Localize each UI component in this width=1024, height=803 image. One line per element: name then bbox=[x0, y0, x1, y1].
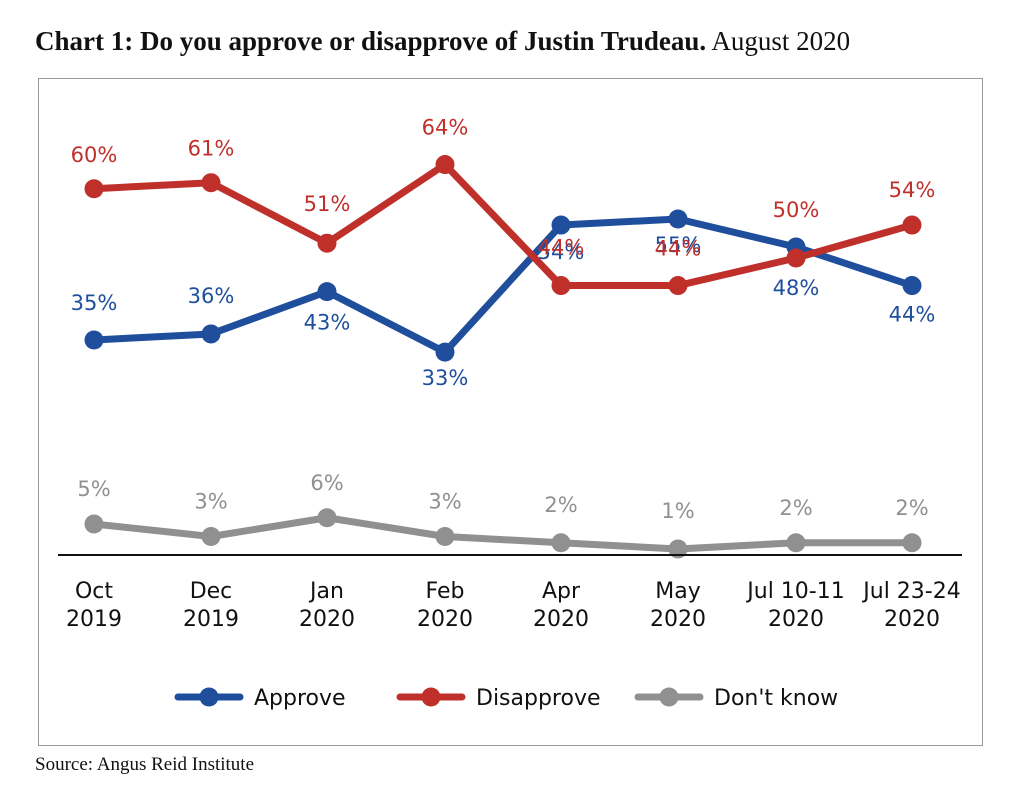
legend-swatch-dot bbox=[199, 687, 219, 707]
data-point bbox=[317, 282, 337, 302]
chart-title: Chart 1: Do you approve or disapprove of… bbox=[35, 26, 850, 57]
data-label: 60% bbox=[71, 143, 118, 167]
data-label: 61% bbox=[188, 137, 235, 161]
data-label: 44% bbox=[655, 237, 702, 261]
legend-label: Disapprove bbox=[476, 686, 601, 711]
data-point bbox=[668, 209, 688, 229]
data-point bbox=[84, 330, 104, 350]
data-label: 54% bbox=[889, 178, 936, 202]
data-point bbox=[317, 508, 337, 528]
data-point bbox=[786, 248, 806, 268]
data-point bbox=[551, 533, 571, 553]
legend-label: Approve bbox=[254, 686, 346, 711]
data-point bbox=[668, 539, 688, 559]
x-tick-label-year: 2020 bbox=[768, 607, 824, 632]
series-line-1 bbox=[90, 161, 916, 290]
data-point bbox=[317, 233, 337, 253]
x-tick-label-year: 2020 bbox=[299, 607, 355, 632]
data-label: 35% bbox=[71, 291, 118, 315]
data-label: 54% bbox=[538, 240, 585, 264]
x-tick-label: May bbox=[655, 579, 700, 604]
data-point bbox=[786, 533, 806, 553]
legend-swatch-dot bbox=[659, 687, 679, 707]
legend-swatch-dot bbox=[421, 687, 441, 707]
data-label: 2% bbox=[895, 496, 928, 520]
data-label: 36% bbox=[188, 284, 235, 308]
data-label: 2% bbox=[544, 493, 577, 517]
data-point bbox=[668, 276, 688, 296]
series-line-2 bbox=[90, 514, 916, 553]
data-label: 3% bbox=[428, 490, 461, 514]
x-tick-label-year: 2019 bbox=[66, 607, 122, 632]
x-tick-label-year: 2020 bbox=[650, 607, 706, 632]
x-tick-label-year: 2019 bbox=[183, 607, 239, 632]
data-label: 51% bbox=[304, 192, 351, 216]
data-point bbox=[435, 155, 455, 175]
data-point bbox=[902, 276, 922, 296]
x-tick-label-year: 2020 bbox=[884, 607, 940, 632]
data-point bbox=[435, 342, 455, 362]
x-tick-label: Dec bbox=[190, 579, 233, 604]
x-tick-label-year: 2020 bbox=[417, 607, 473, 632]
data-label: 48% bbox=[773, 276, 820, 300]
data-label: 3% bbox=[194, 490, 227, 514]
data-label: 55% bbox=[655, 233, 702, 257]
x-tick-label: Feb bbox=[426, 579, 465, 604]
data-label: 1% bbox=[661, 499, 694, 523]
data-label: 5% bbox=[77, 477, 110, 501]
data-point bbox=[551, 215, 571, 235]
data-label: 44% bbox=[889, 303, 936, 327]
x-tick-label: Jul 10-11 bbox=[745, 579, 844, 604]
data-label: 2% bbox=[779, 496, 812, 520]
x-tick-label-year: 2020 bbox=[533, 607, 589, 632]
chart-frame bbox=[38, 78, 983, 746]
data-point bbox=[435, 527, 455, 546]
x-tick-label: Jul 23-24 bbox=[861, 579, 960, 604]
data-label: 33% bbox=[422, 366, 469, 390]
source-note: Source: Angus Reid Institute bbox=[35, 754, 255, 775]
data-label: 6% bbox=[310, 471, 343, 495]
series-line-0 bbox=[90, 215, 916, 356]
data-point bbox=[201, 527, 221, 546]
data-point bbox=[902, 215, 922, 235]
chart-title-date: August 2020 bbox=[711, 26, 851, 56]
data-label: 44% bbox=[538, 236, 585, 260]
data-label: 50% bbox=[773, 198, 820, 222]
data-label: 43% bbox=[304, 311, 351, 335]
chart-title-main: Chart 1: Do you approve or disapprove of… bbox=[35, 26, 707, 56]
data-label: 64% bbox=[422, 116, 469, 140]
x-tick-label: Apr bbox=[542, 579, 581, 604]
data-point bbox=[84, 179, 104, 199]
data-point bbox=[84, 514, 104, 534]
data-point bbox=[902, 533, 922, 553]
x-tick-label: Jan bbox=[308, 579, 344, 604]
data-point bbox=[551, 276, 571, 296]
x-tick-label: Oct bbox=[75, 579, 113, 604]
data-point bbox=[201, 324, 221, 344]
data-point bbox=[201, 173, 221, 193]
legend-label: Don't know bbox=[714, 686, 838, 711]
